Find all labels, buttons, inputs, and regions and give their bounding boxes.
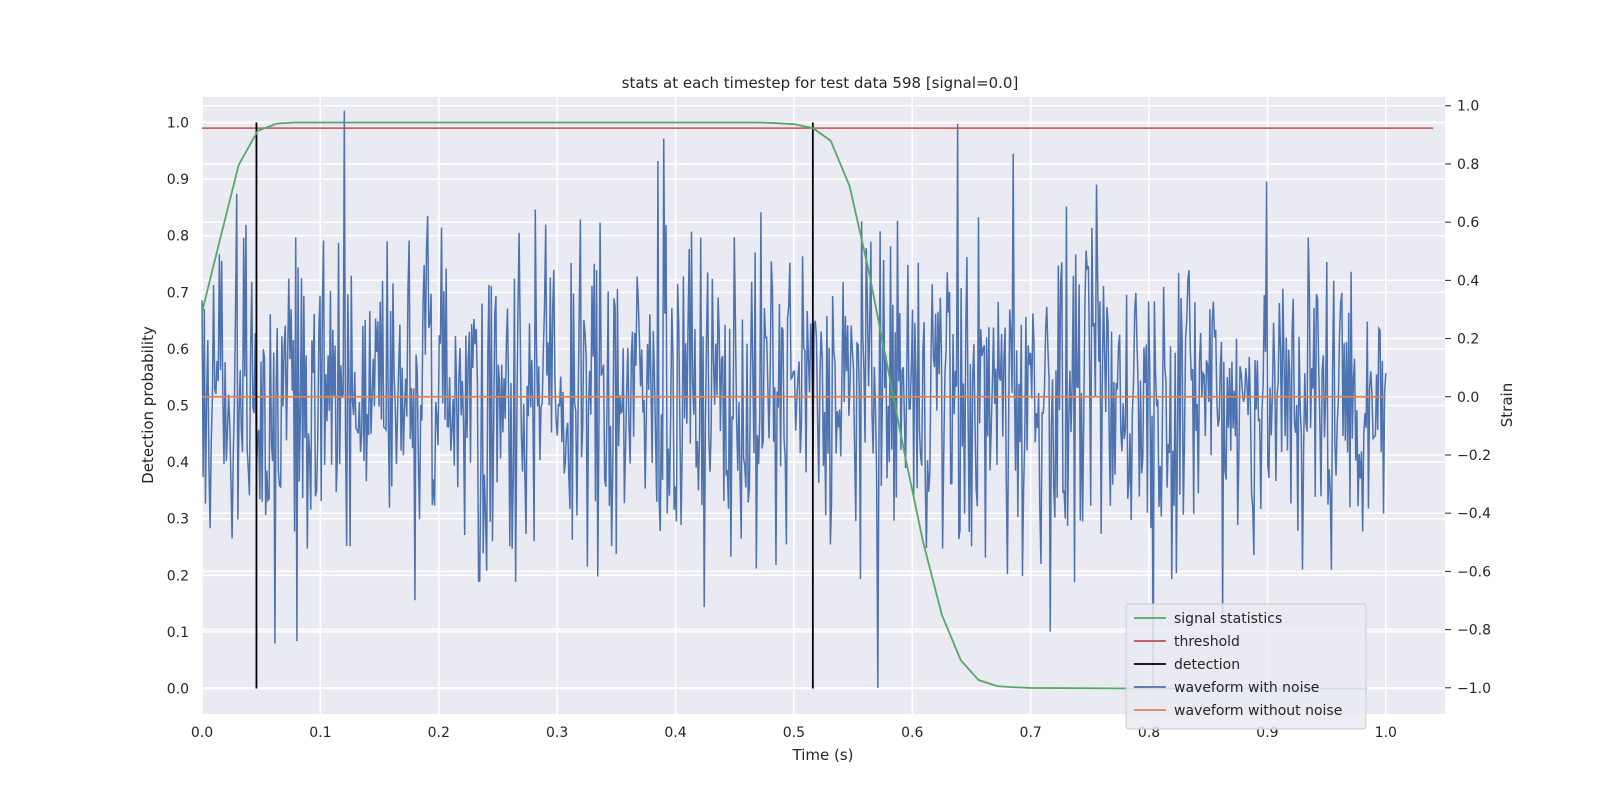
y-right-tick-label: 0.6 <box>1457 215 1479 231</box>
y-left-tick-label: 0.6 <box>167 342 189 358</box>
y-left-tick-label: 0.8 <box>167 229 189 245</box>
y-right-tick-label: 0.4 <box>1457 273 1479 289</box>
chart-title: stats at each timestep for test data 598… <box>622 74 1019 92</box>
legend-label: signal statistics <box>1174 611 1282 627</box>
y-axis-left-label: Detection probability <box>139 326 157 484</box>
y-left-tick-label: 0.3 <box>167 512 189 528</box>
legend-label: waveform with noise <box>1174 680 1319 696</box>
y-left-tick-label: 0.5 <box>167 399 189 415</box>
x-tick-label: 0.6 <box>901 725 923 741</box>
y-left-tick-label: 0.7 <box>167 285 189 301</box>
x-tick-label: 0.2 <box>428 725 450 741</box>
x-tick-label: 1.0 <box>1375 725 1397 741</box>
legend-label: waveform without noise <box>1174 703 1342 719</box>
series-line-waveform-with-noise <box>201 110 1387 688</box>
y-right-tick-label: 0.0 <box>1457 390 1479 406</box>
x-tick-label: 0.7 <box>1020 725 1042 741</box>
x-tick-label: 0.5 <box>783 725 805 741</box>
legend-box <box>1125 603 1367 730</box>
y-axis-right-label: Strain <box>1498 383 1516 427</box>
y-left-tick-label: 0.0 <box>167 682 189 698</box>
legend-label: detection <box>1174 657 1240 673</box>
legend: signal statistics threshold detection wavef… <box>1125 603 1367 730</box>
y-right-tick-label: −0.2 <box>1457 448 1491 464</box>
y-right-tick-label: −0.4 <box>1457 506 1491 522</box>
y-right-tick-label: −0.6 <box>1457 564 1491 580</box>
y-right-tick-label: −0.8 <box>1457 623 1491 639</box>
y-left-tick-label: 1.0 <box>167 115 189 131</box>
y-right-tick-label: −1.0 <box>1457 681 1491 697</box>
y-left-tick-label: 0.1 <box>167 625 189 641</box>
y-right-tick-label: 0.2 <box>1457 332 1479 348</box>
y-left-tick-label: 0.2 <box>167 568 189 584</box>
y-axis-right: −1.0 −0.8 −0.6 −0.4 −0.2 0.0 0.2 0.4 0.6 0.8 1.0 <box>1445 99 1491 697</box>
y-axis-left: 0.0 0.1 0.2 0.3 0.4 0.5 0.6 0.7 0.8 0.9 1.0 <box>167 115 189 697</box>
y-left-tick-label: 0.4 <box>167 455 189 471</box>
legend-label: threshold <box>1174 634 1240 650</box>
x-tick-label: 0.0 <box>191 725 213 741</box>
x-axis-label: Time (s) <box>792 746 854 764</box>
x-tick-label: 0.4 <box>664 725 686 741</box>
y-left-tick-label: 0.9 <box>167 172 189 188</box>
series-layer <box>201 110 1434 690</box>
x-tick-label: 0.3 <box>546 725 568 741</box>
y-right-tick-label: 0.8 <box>1457 157 1479 173</box>
x-tick-label: 0.1 <box>309 725 331 741</box>
series-line-signal-statistics <box>201 121 1367 690</box>
y-right-tick-label: 1.0 <box>1457 99 1479 115</box>
